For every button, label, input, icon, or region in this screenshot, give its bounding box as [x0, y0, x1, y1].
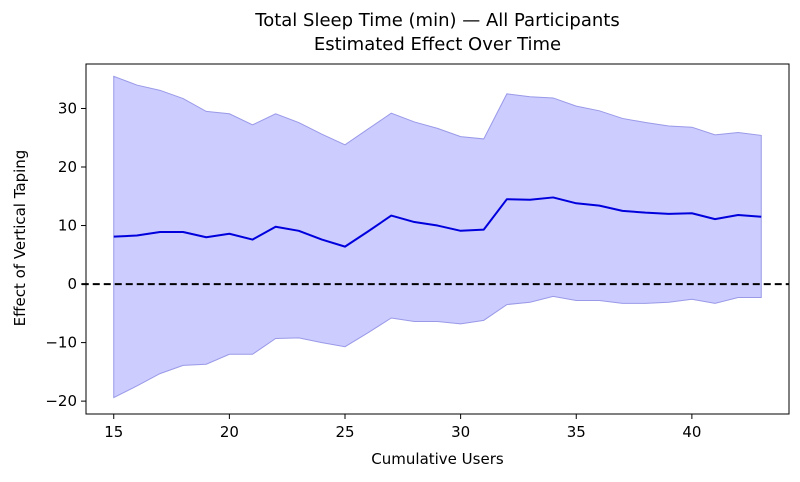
data-point — [344, 246, 346, 248]
data-point — [298, 230, 300, 232]
effect-line — [113, 196, 762, 248]
data-point — [575, 202, 577, 204]
chart-subtitle: Estimated Effect Over Time — [313, 34, 562, 55]
chart-title: Total Sleep Time (min) — All Participant… — [255, 10, 620, 31]
data-point — [136, 234, 138, 236]
y-tick-label: 0 — [67, 275, 77, 293]
y-tick-label: 30 — [58, 99, 77, 117]
x-tick-label: 40 — [682, 423, 701, 441]
data-point — [737, 214, 739, 216]
x-tick-label: 35 — [567, 423, 586, 441]
data-point — [668, 213, 670, 215]
data-point — [390, 215, 392, 217]
data-point — [182, 231, 184, 233]
data-point — [552, 196, 554, 198]
data-point — [252, 239, 254, 241]
x-tick-label: 15 — [104, 423, 123, 441]
y-tick-label: 20 — [58, 158, 77, 176]
plot-frame — [85, 63, 790, 415]
data-point — [506, 198, 508, 200]
y-axis-label: Effect of Vertical Taping — [11, 149, 29, 327]
data-point — [460, 230, 462, 232]
x-tick-label: 30 — [451, 423, 470, 441]
data-point — [645, 212, 647, 214]
data-point — [321, 239, 323, 241]
data-point — [437, 225, 439, 227]
data-point — [159, 231, 161, 233]
y-tick-label: 10 — [58, 217, 77, 235]
data-point — [113, 236, 115, 238]
data-point — [483, 229, 485, 231]
y-tick-label: −20 — [45, 392, 77, 410]
data-point — [205, 236, 207, 238]
x-tick-label: 20 — [220, 423, 239, 441]
data-point — [622, 210, 624, 212]
data-point — [714, 218, 716, 220]
data-point — [691, 212, 693, 214]
data-point — [275, 226, 277, 228]
data-point — [529, 199, 531, 201]
x-axis-label: Cumulative Users — [371, 450, 504, 468]
data-point — [228, 233, 230, 235]
data-point — [367, 230, 369, 232]
data-point — [760, 216, 762, 218]
x-tick-label: 25 — [335, 423, 354, 441]
y-tick-label: −10 — [45, 334, 77, 352]
data-point — [413, 221, 415, 223]
data-point — [598, 205, 600, 207]
confidence-band — [113, 75, 762, 399]
